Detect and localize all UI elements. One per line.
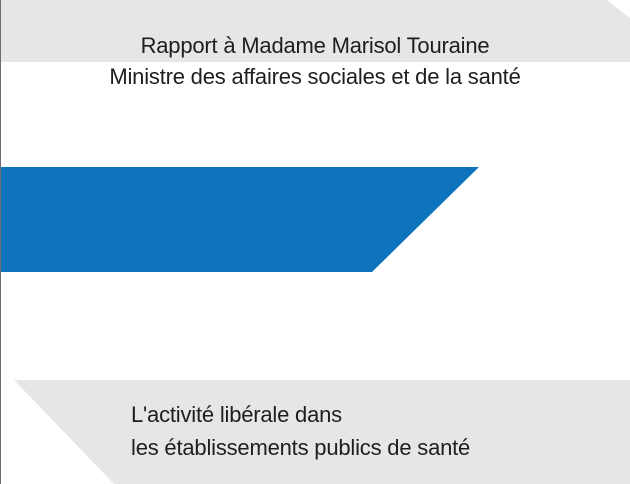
addressee-line-2: Ministre des affaires sociales et de la … (109, 64, 521, 89)
report-title-line-2: les établissements publics de santé (131, 435, 471, 460)
report-title: L'activité libérale dans les établisseme… (131, 398, 470, 464)
top-grey-band (0, 0, 630, 62)
addressee-line-1: Rapport à Madame Marisol Touraine (140, 33, 490, 58)
bottom-grey-band (14, 380, 630, 484)
left-edge-rule (0, 0, 1, 484)
report-title-line-1: L'activité libérale dans (131, 402, 342, 427)
blue-accent-band (0, 167, 479, 272)
addressee-block: Rapport à Madame Marisol Touraine Minist… (0, 30, 630, 92)
